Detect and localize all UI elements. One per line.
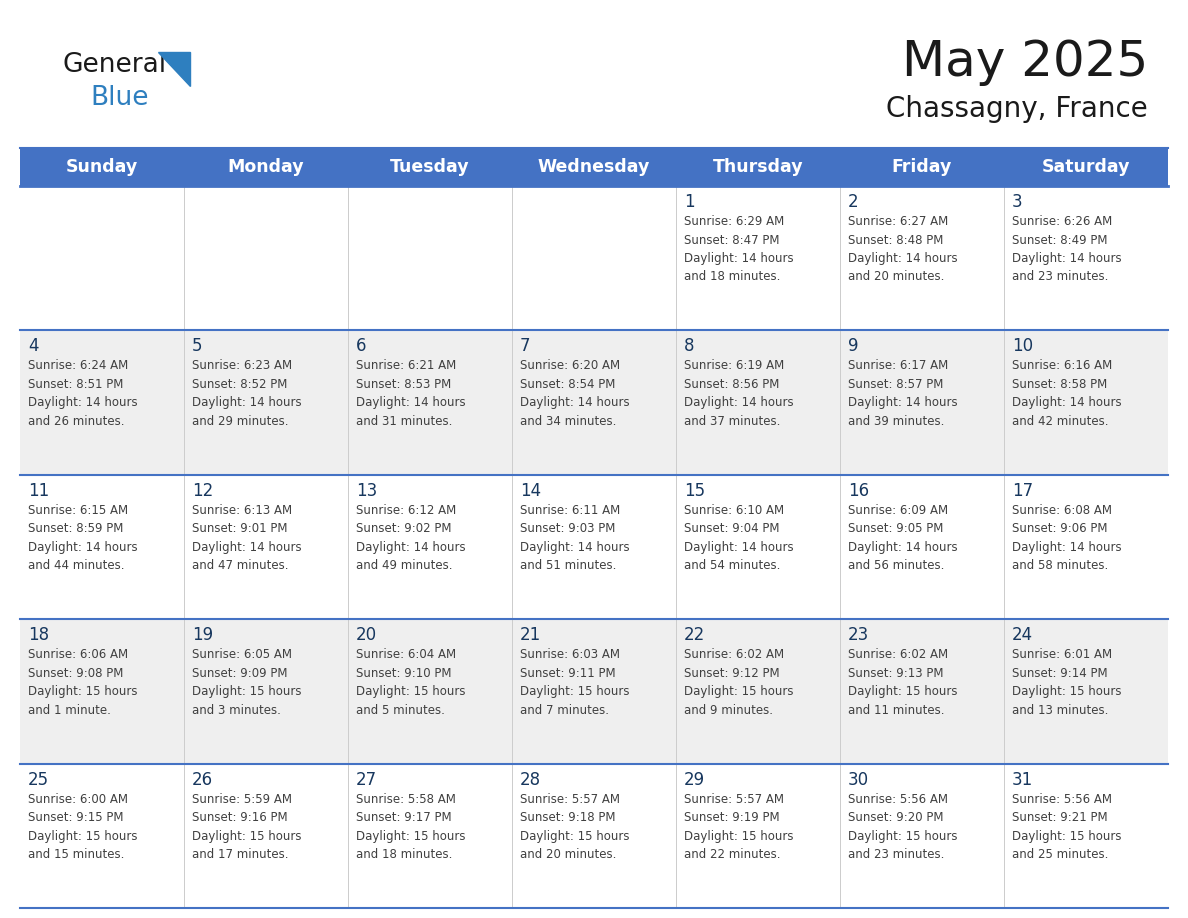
Text: 2: 2 [848, 193, 859, 211]
Text: 19: 19 [192, 626, 213, 644]
Bar [20, 620, 1168, 764]
Text: Sunrise: 6:03 AM
Sunset: 9:11 PM
Daylight: 15 hours
and 7 minutes.: Sunrise: 6:03 AM Sunset: 9:11 PM Dayligh… [520, 648, 630, 717]
Text: Sunrise: 6:11 AM
Sunset: 9:03 PM
Daylight: 14 hours
and 51 minutes.: Sunrise: 6:11 AM Sunset: 9:03 PM Dayligh… [520, 504, 630, 572]
Text: 16: 16 [848, 482, 870, 499]
Text: Sunrise: 6:05 AM
Sunset: 9:09 PM
Daylight: 15 hours
and 3 minutes.: Sunrise: 6:05 AM Sunset: 9:09 PM Dayligh… [192, 648, 302, 717]
Text: 18: 18 [29, 626, 49, 644]
Text: Sunrise: 6:23 AM
Sunset: 8:52 PM
Daylight: 14 hours
and 29 minutes.: Sunrise: 6:23 AM Sunset: 8:52 PM Dayligh… [192, 360, 302, 428]
Text: May 2025: May 2025 [902, 38, 1148, 86]
Text: Wednesday: Wednesday [538, 158, 650, 176]
Polygon shape [158, 52, 190, 86]
Text: 29: 29 [684, 770, 706, 789]
Bar [20, 475, 1168, 620]
Text: 11: 11 [29, 482, 49, 499]
Text: Sunday: Sunday [65, 158, 138, 176]
Text: Friday: Friday [892, 158, 953, 176]
Text: Sunrise: 6:06 AM
Sunset: 9:08 PM
Daylight: 15 hours
and 1 minute.: Sunrise: 6:06 AM Sunset: 9:08 PM Dayligh… [29, 648, 138, 717]
Text: Sunrise: 5:56 AM
Sunset: 9:20 PM
Daylight: 15 hours
and 23 minutes.: Sunrise: 5:56 AM Sunset: 9:20 PM Dayligh… [848, 792, 958, 861]
Text: Sunrise: 6:29 AM
Sunset: 8:47 PM
Daylight: 14 hours
and 18 minutes.: Sunrise: 6:29 AM Sunset: 8:47 PM Dayligh… [684, 215, 794, 284]
Text: 17: 17 [1012, 482, 1034, 499]
Text: Sunrise: 6:02 AM
Sunset: 9:12 PM
Daylight: 15 hours
and 9 minutes.: Sunrise: 6:02 AM Sunset: 9:12 PM Dayligh… [684, 648, 794, 717]
Text: Sunrise: 6:26 AM
Sunset: 8:49 PM
Daylight: 14 hours
and 23 minutes.: Sunrise: 6:26 AM Sunset: 8:49 PM Dayligh… [1012, 215, 1121, 284]
Text: Sunrise: 6:15 AM
Sunset: 8:59 PM
Daylight: 14 hours
and 44 minutes.: Sunrise: 6:15 AM Sunset: 8:59 PM Dayligh… [29, 504, 138, 572]
Text: Sunrise: 6:01 AM
Sunset: 9:14 PM
Daylight: 15 hours
and 13 minutes.: Sunrise: 6:01 AM Sunset: 9:14 PM Dayligh… [1012, 648, 1121, 717]
Text: Saturday: Saturday [1042, 158, 1130, 176]
Text: Sunrise: 5:59 AM
Sunset: 9:16 PM
Daylight: 15 hours
and 17 minutes.: Sunrise: 5:59 AM Sunset: 9:16 PM Dayligh… [192, 792, 302, 861]
Text: Monday: Monday [228, 158, 304, 176]
Text: Sunrise: 5:58 AM
Sunset: 9:17 PM
Daylight: 15 hours
and 18 minutes.: Sunrise: 5:58 AM Sunset: 9:17 PM Dayligh… [356, 792, 466, 861]
Text: 30: 30 [848, 770, 870, 789]
Text: 26: 26 [192, 770, 213, 789]
Text: 21: 21 [520, 626, 542, 644]
Text: 6: 6 [356, 338, 367, 355]
Text: Chassagny, France: Chassagny, France [886, 95, 1148, 123]
Text: Sunrise: 6:13 AM
Sunset: 9:01 PM
Daylight: 14 hours
and 47 minutes.: Sunrise: 6:13 AM Sunset: 9:01 PM Dayligh… [192, 504, 302, 572]
Text: Sunrise: 5:57 AM
Sunset: 9:18 PM
Daylight: 15 hours
and 20 minutes.: Sunrise: 5:57 AM Sunset: 9:18 PM Dayligh… [520, 792, 630, 861]
Text: 12: 12 [192, 482, 214, 499]
Text: 15: 15 [684, 482, 706, 499]
Text: Sunrise: 5:56 AM
Sunset: 9:21 PM
Daylight: 15 hours
and 25 minutes.: Sunrise: 5:56 AM Sunset: 9:21 PM Dayligh… [1012, 792, 1121, 861]
Text: Sunrise: 6:17 AM
Sunset: 8:57 PM
Daylight: 14 hours
and 39 minutes.: Sunrise: 6:17 AM Sunset: 8:57 PM Dayligh… [848, 360, 958, 428]
Bar [20, 764, 1168, 908]
Text: Sunrise: 6:12 AM
Sunset: 9:02 PM
Daylight: 14 hours
and 49 minutes.: Sunrise: 6:12 AM Sunset: 9:02 PM Dayligh… [356, 504, 466, 572]
Text: 23: 23 [848, 626, 870, 644]
Text: 8: 8 [684, 338, 695, 355]
Text: 5: 5 [192, 338, 202, 355]
Bar [20, 330, 1168, 475]
Text: Blue: Blue [90, 85, 148, 111]
Text: General: General [62, 52, 166, 78]
Text: 10: 10 [1012, 338, 1034, 355]
Text: Sunrise: 6:00 AM
Sunset: 9:15 PM
Daylight: 15 hours
and 15 minutes.: Sunrise: 6:00 AM Sunset: 9:15 PM Dayligh… [29, 792, 138, 861]
Text: Tuesday: Tuesday [390, 158, 469, 176]
Text: 25: 25 [29, 770, 49, 789]
Text: Sunrise: 5:57 AM
Sunset: 9:19 PM
Daylight: 15 hours
and 22 minutes.: Sunrise: 5:57 AM Sunset: 9:19 PM Dayligh… [684, 792, 794, 861]
Text: 14: 14 [520, 482, 541, 499]
Text: Sunrise: 6:27 AM
Sunset: 8:48 PM
Daylight: 14 hours
and 20 minutes.: Sunrise: 6:27 AM Sunset: 8:48 PM Dayligh… [848, 215, 958, 284]
Text: 9: 9 [848, 338, 859, 355]
Text: Sunrise: 6:21 AM
Sunset: 8:53 PM
Daylight: 14 hours
and 31 minutes.: Sunrise: 6:21 AM Sunset: 8:53 PM Dayligh… [356, 360, 466, 428]
Text: Thursday: Thursday [713, 158, 803, 176]
Text: Sunrise: 6:24 AM
Sunset: 8:51 PM
Daylight: 14 hours
and 26 minutes.: Sunrise: 6:24 AM Sunset: 8:51 PM Dayligh… [29, 360, 138, 428]
Text: 28: 28 [520, 770, 541, 789]
Text: 22: 22 [684, 626, 706, 644]
Text: Sunrise: 6:08 AM
Sunset: 9:06 PM
Daylight: 14 hours
and 58 minutes.: Sunrise: 6:08 AM Sunset: 9:06 PM Dayligh… [1012, 504, 1121, 572]
Text: 3: 3 [1012, 193, 1023, 211]
Bar [20, 148, 1168, 186]
Text: 13: 13 [356, 482, 378, 499]
Text: 4: 4 [29, 338, 38, 355]
Text: 24: 24 [1012, 626, 1034, 644]
Text: Sunrise: 6:16 AM
Sunset: 8:58 PM
Daylight: 14 hours
and 42 minutes.: Sunrise: 6:16 AM Sunset: 8:58 PM Dayligh… [1012, 360, 1121, 428]
Text: Sunrise: 6:10 AM
Sunset: 9:04 PM
Daylight: 14 hours
and 54 minutes.: Sunrise: 6:10 AM Sunset: 9:04 PM Dayligh… [684, 504, 794, 572]
Text: Sunrise: 6:02 AM
Sunset: 9:13 PM
Daylight: 15 hours
and 11 minutes.: Sunrise: 6:02 AM Sunset: 9:13 PM Dayligh… [848, 648, 958, 717]
Text: 20: 20 [356, 626, 377, 644]
Text: 31: 31 [1012, 770, 1034, 789]
Text: 7: 7 [520, 338, 531, 355]
Text: 27: 27 [356, 770, 377, 789]
Text: Sunrise: 6:20 AM
Sunset: 8:54 PM
Daylight: 14 hours
and 34 minutes.: Sunrise: 6:20 AM Sunset: 8:54 PM Dayligh… [520, 360, 630, 428]
Text: Sunrise: 6:09 AM
Sunset: 9:05 PM
Daylight: 14 hours
and 56 minutes.: Sunrise: 6:09 AM Sunset: 9:05 PM Dayligh… [848, 504, 958, 572]
Text: 1: 1 [684, 193, 695, 211]
Bar [20, 186, 1168, 330]
Text: Sunrise: 6:04 AM
Sunset: 9:10 PM
Daylight: 15 hours
and 5 minutes.: Sunrise: 6:04 AM Sunset: 9:10 PM Dayligh… [356, 648, 466, 717]
Text: Sunrise: 6:19 AM
Sunset: 8:56 PM
Daylight: 14 hours
and 37 minutes.: Sunrise: 6:19 AM Sunset: 8:56 PM Dayligh… [684, 360, 794, 428]
